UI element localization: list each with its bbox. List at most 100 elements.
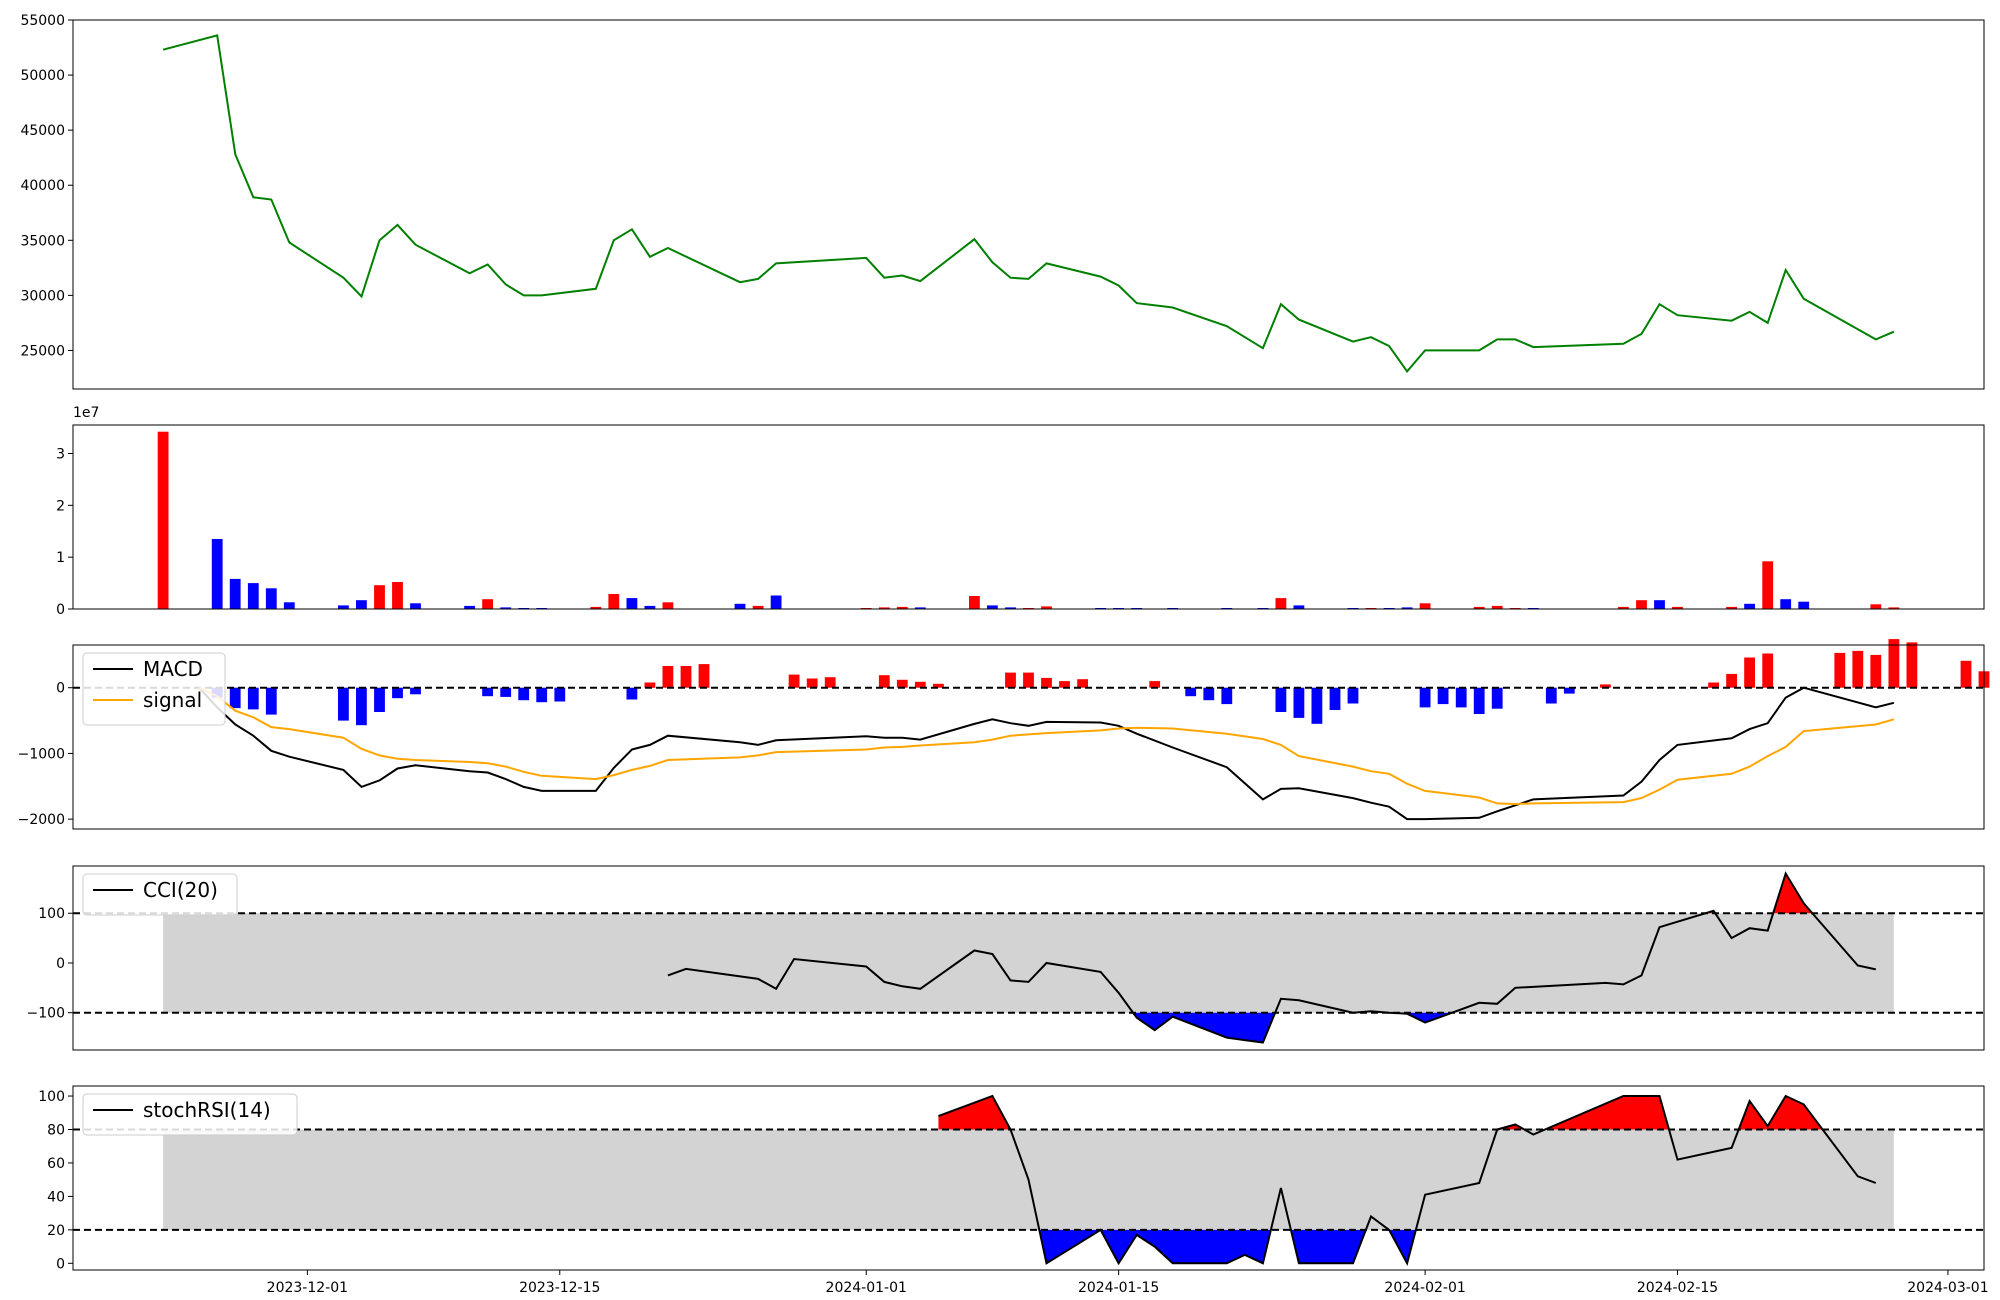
y-tick-label: −2000 [18,812,65,828]
y-tick-label: 0 [56,1256,65,1272]
volume-bar [608,594,620,609]
legend-box [82,873,238,916]
volume-bar [770,595,782,609]
volume-bar [1636,600,1647,609]
macd-histogram-bar [1473,687,1485,714]
volume-bar [283,602,295,609]
volume-bar [969,596,980,609]
y-tick-label: 2 [56,498,65,514]
x-tick-label: 2024-01-01 [826,1280,907,1296]
y-tick-label: 50000 [20,68,65,84]
macd-histogram-bar [1329,687,1341,710]
legend-label: stochRSI(14) [143,1098,271,1122]
macd-histogram-bar [247,687,259,710]
volume-bar [338,605,349,609]
macd-histogram-bar [1149,681,1161,688]
legend-label: CCI(20) [143,878,218,902]
x-tick-label: 2024-02-15 [1637,1280,1718,1296]
volume-bar [464,605,475,609]
y-tick-label: 20 [47,1223,65,1239]
price-line [162,34,1895,374]
macd-histogram-bar [1563,687,1575,694]
macd-histogram-bar [482,687,493,697]
volume-bar [662,602,674,609]
macd-histogram-bar [1600,684,1611,688]
macd-histogram-bar [1023,672,1034,688]
volume-offset-label: 1e7 [73,405,99,421]
macd-histogram-bar [536,687,548,703]
macd-histogram-bar [1888,639,1900,688]
panel-frame [72,424,1985,610]
volume-bar [987,605,998,609]
macd-histogram-bar [1185,687,1197,697]
volume-bar [1473,606,1485,609]
x-tick-label: 2024-01-15 [1078,1280,1159,1296]
overbought-fill [1545,1096,1669,1130]
volume-bar [896,606,908,609]
macd-histogram-bar [1906,642,1918,688]
legend-box [82,652,226,726]
volume-bar [500,607,512,609]
macd-histogram-bar [1852,650,1864,688]
macd-histogram-bar [500,687,512,697]
macd-histogram-bar [1041,677,1052,688]
volume-bar [1780,599,1792,609]
y-tick-label: 40 [47,1189,65,1205]
volume-bar [265,588,277,609]
volume-bar [1888,607,1900,609]
macd-histogram-bar [878,675,890,688]
volume-bar [752,605,764,609]
volume-bar [734,603,746,609]
macd-histogram-bar [1437,687,1449,705]
y-tick-label: 60 [47,1156,65,1172]
oversold-fill [1389,1012,1453,1023]
overbought-fill [938,1096,1011,1130]
macd-histogram-bar [1419,687,1431,708]
y-tick-label: −100 [27,1006,65,1022]
volume-bar [1275,598,1287,609]
macd-histogram-bar [1960,660,1972,688]
macd-histogram-bar [1275,687,1287,712]
macd-histogram-bar [356,687,367,726]
y-tick-label: 40000 [20,178,65,194]
macd-histogram-bar [1834,652,1846,688]
y-tick-label: 100 [38,1089,65,1105]
legend-box [82,1093,298,1136]
macd-histogram-bar [806,678,818,688]
volume-bar [1005,607,1016,609]
y-tick-label: 1 [56,550,65,566]
volume-bar [1419,603,1431,609]
y-tick-label: 80 [47,1122,65,1138]
x-tick-label: 2024-02-01 [1384,1280,1465,1296]
volume-bar [1401,607,1413,609]
macd-histogram-bar [1870,654,1882,688]
macd-histogram-bar [1005,672,1016,688]
volume-bar [392,582,403,609]
panel-frame [72,644,1985,830]
volume-bar [1726,606,1737,609]
macd-histogram-bar [229,687,241,709]
y-tick-label: 3 [56,447,65,463]
macd-histogram-bar [1347,687,1359,704]
macd-histogram-bar [1077,679,1088,688]
volume-bar [1618,606,1629,609]
volume-bar [1762,561,1774,609]
macd-histogram-bar [1455,687,1467,708]
macd-histogram-bar [824,677,836,688]
cci-line [667,871,1877,1044]
y-tick-label: 0 [56,602,65,618]
y-tick-label: 0 [56,956,65,972]
macd-histogram-bar [788,674,800,688]
y-tick-label: 25000 [20,343,65,359]
macd-histogram-bar [1744,657,1755,688]
x-tick-label: 2023-12-15 [519,1280,600,1296]
legend-label: signal [143,688,202,712]
volume-bar [229,578,241,609]
volume-bar [410,603,421,609]
macd-histogram-bar [1491,687,1503,709]
macd-histogram-bar [662,666,674,688]
volume-bar [211,539,223,609]
volume-bar [1041,606,1052,609]
volume-bar [626,598,638,609]
